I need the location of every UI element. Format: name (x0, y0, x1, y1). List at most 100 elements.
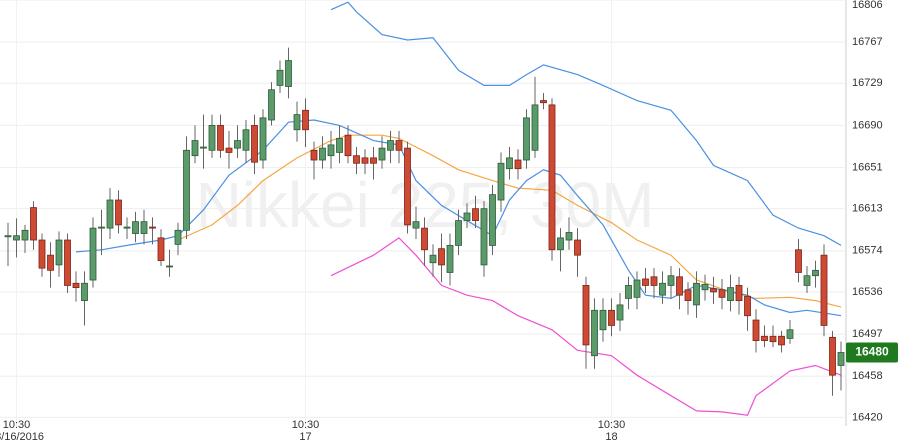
candle-body (642, 278, 649, 286)
candle-body (259, 117, 267, 161)
x-tick-label: 10:30 (3, 419, 31, 431)
candle-body (727, 287, 734, 301)
candle-body (676, 276, 683, 296)
candle-body (55, 239, 63, 266)
candle-body (166, 265, 173, 268)
y-tick-label: 16690 (852, 119, 883, 131)
x-tick-label: 10:30 (292, 419, 320, 431)
candle-body (276, 69, 284, 86)
candle-body (191, 140, 199, 157)
candle-body (123, 226, 131, 229)
candle-body (693, 282, 700, 306)
candle-body (140, 221, 148, 234)
candle-body (769, 335, 777, 343)
candle-body (718, 289, 726, 298)
candle-body (395, 140, 403, 151)
candle-body (421, 227, 428, 251)
candle-body (446, 245, 454, 273)
candle-body (251, 125, 258, 163)
candle-body (64, 239, 71, 286)
candle-body (378, 147, 386, 161)
candle-body (523, 117, 530, 161)
candle-body (387, 140, 394, 151)
candle-body (599, 309, 607, 331)
candle-body (625, 285, 632, 299)
candle-body (361, 157, 369, 164)
candle-body (21, 229, 29, 241)
candle-body (591, 309, 598, 357)
candle-body (285, 60, 292, 87)
candle-body (778, 335, 785, 346)
candle-body (438, 248, 445, 266)
candle-body (744, 295, 751, 317)
candle-body (268, 89, 275, 121)
candle-body (531, 104, 539, 151)
last-price-label: 16480 (855, 345, 889, 359)
candle-body (829, 336, 836, 376)
candle-body (795, 249, 802, 273)
candle-body (149, 226, 156, 229)
candle-body (514, 159, 522, 170)
candle-body (463, 212, 471, 221)
candle-body (336, 137, 343, 153)
y-tick-label: 16536 (852, 286, 883, 298)
candle-body (455, 220, 462, 246)
y-tick-label: 16806 (852, 0, 883, 11)
candle-body (200, 146, 207, 149)
y-tick-label: 16613 (852, 203, 883, 215)
candle-body (429, 254, 437, 264)
candle-body (370, 157, 377, 164)
y-tick-label: 16729 (852, 77, 883, 89)
candle-body (506, 157, 513, 170)
candle-body (183, 149, 190, 231)
candle-body (208, 125, 216, 151)
candle-body (701, 283, 709, 291)
candle-body (81, 282, 88, 301)
candle-body (302, 109, 309, 131)
candle-body (633, 279, 641, 298)
x-tick-date: 18 (605, 431, 617, 443)
candle-body (786, 329, 794, 339)
y-tick-label: 16458 (852, 370, 883, 382)
indicator-line (330, 1, 842, 246)
candle-body (132, 221, 139, 234)
candle-body (217, 125, 224, 151)
y-tick-label: 16767 (852, 36, 883, 48)
candle-body (293, 114, 301, 131)
candle-body (38, 239, 46, 269)
candle-body (574, 239, 581, 256)
candle-body (72, 282, 80, 289)
candle-body (489, 194, 496, 246)
candle-body (157, 237, 165, 261)
x-tick-date: 08/16/2016 (0, 431, 44, 443)
candle-body (659, 282, 666, 296)
candle-body (684, 289, 692, 301)
candle-body (472, 208, 479, 221)
candle-body (89, 227, 97, 281)
candle-body (812, 269, 819, 277)
candle-body (548, 104, 556, 251)
candle-body (497, 162, 505, 201)
candle-body (115, 199, 122, 226)
candle-body (98, 226, 105, 229)
candle-body (650, 276, 658, 286)
candle-body (582, 285, 590, 346)
candle-body (761, 335, 768, 341)
y-tick-label: 16574 (852, 245, 883, 257)
candle-body (735, 285, 743, 301)
candle-body (837, 352, 845, 366)
candle-body (803, 275, 811, 286)
candle-body (557, 237, 564, 251)
candle-body (13, 235, 20, 241)
candle-body (344, 134, 352, 157)
candle-body (319, 147, 326, 161)
candle-body (608, 309, 615, 326)
candle-body (234, 140, 241, 149)
x-tick-label: 10:30 (598, 419, 626, 431)
candle-body (4, 235, 12, 238)
y-tick-label: 16420 (852, 411, 883, 423)
candle-body (412, 221, 420, 229)
candle-body (225, 147, 233, 153)
x-tick-date: 17 (299, 431, 311, 443)
candle-body (820, 254, 828, 326)
